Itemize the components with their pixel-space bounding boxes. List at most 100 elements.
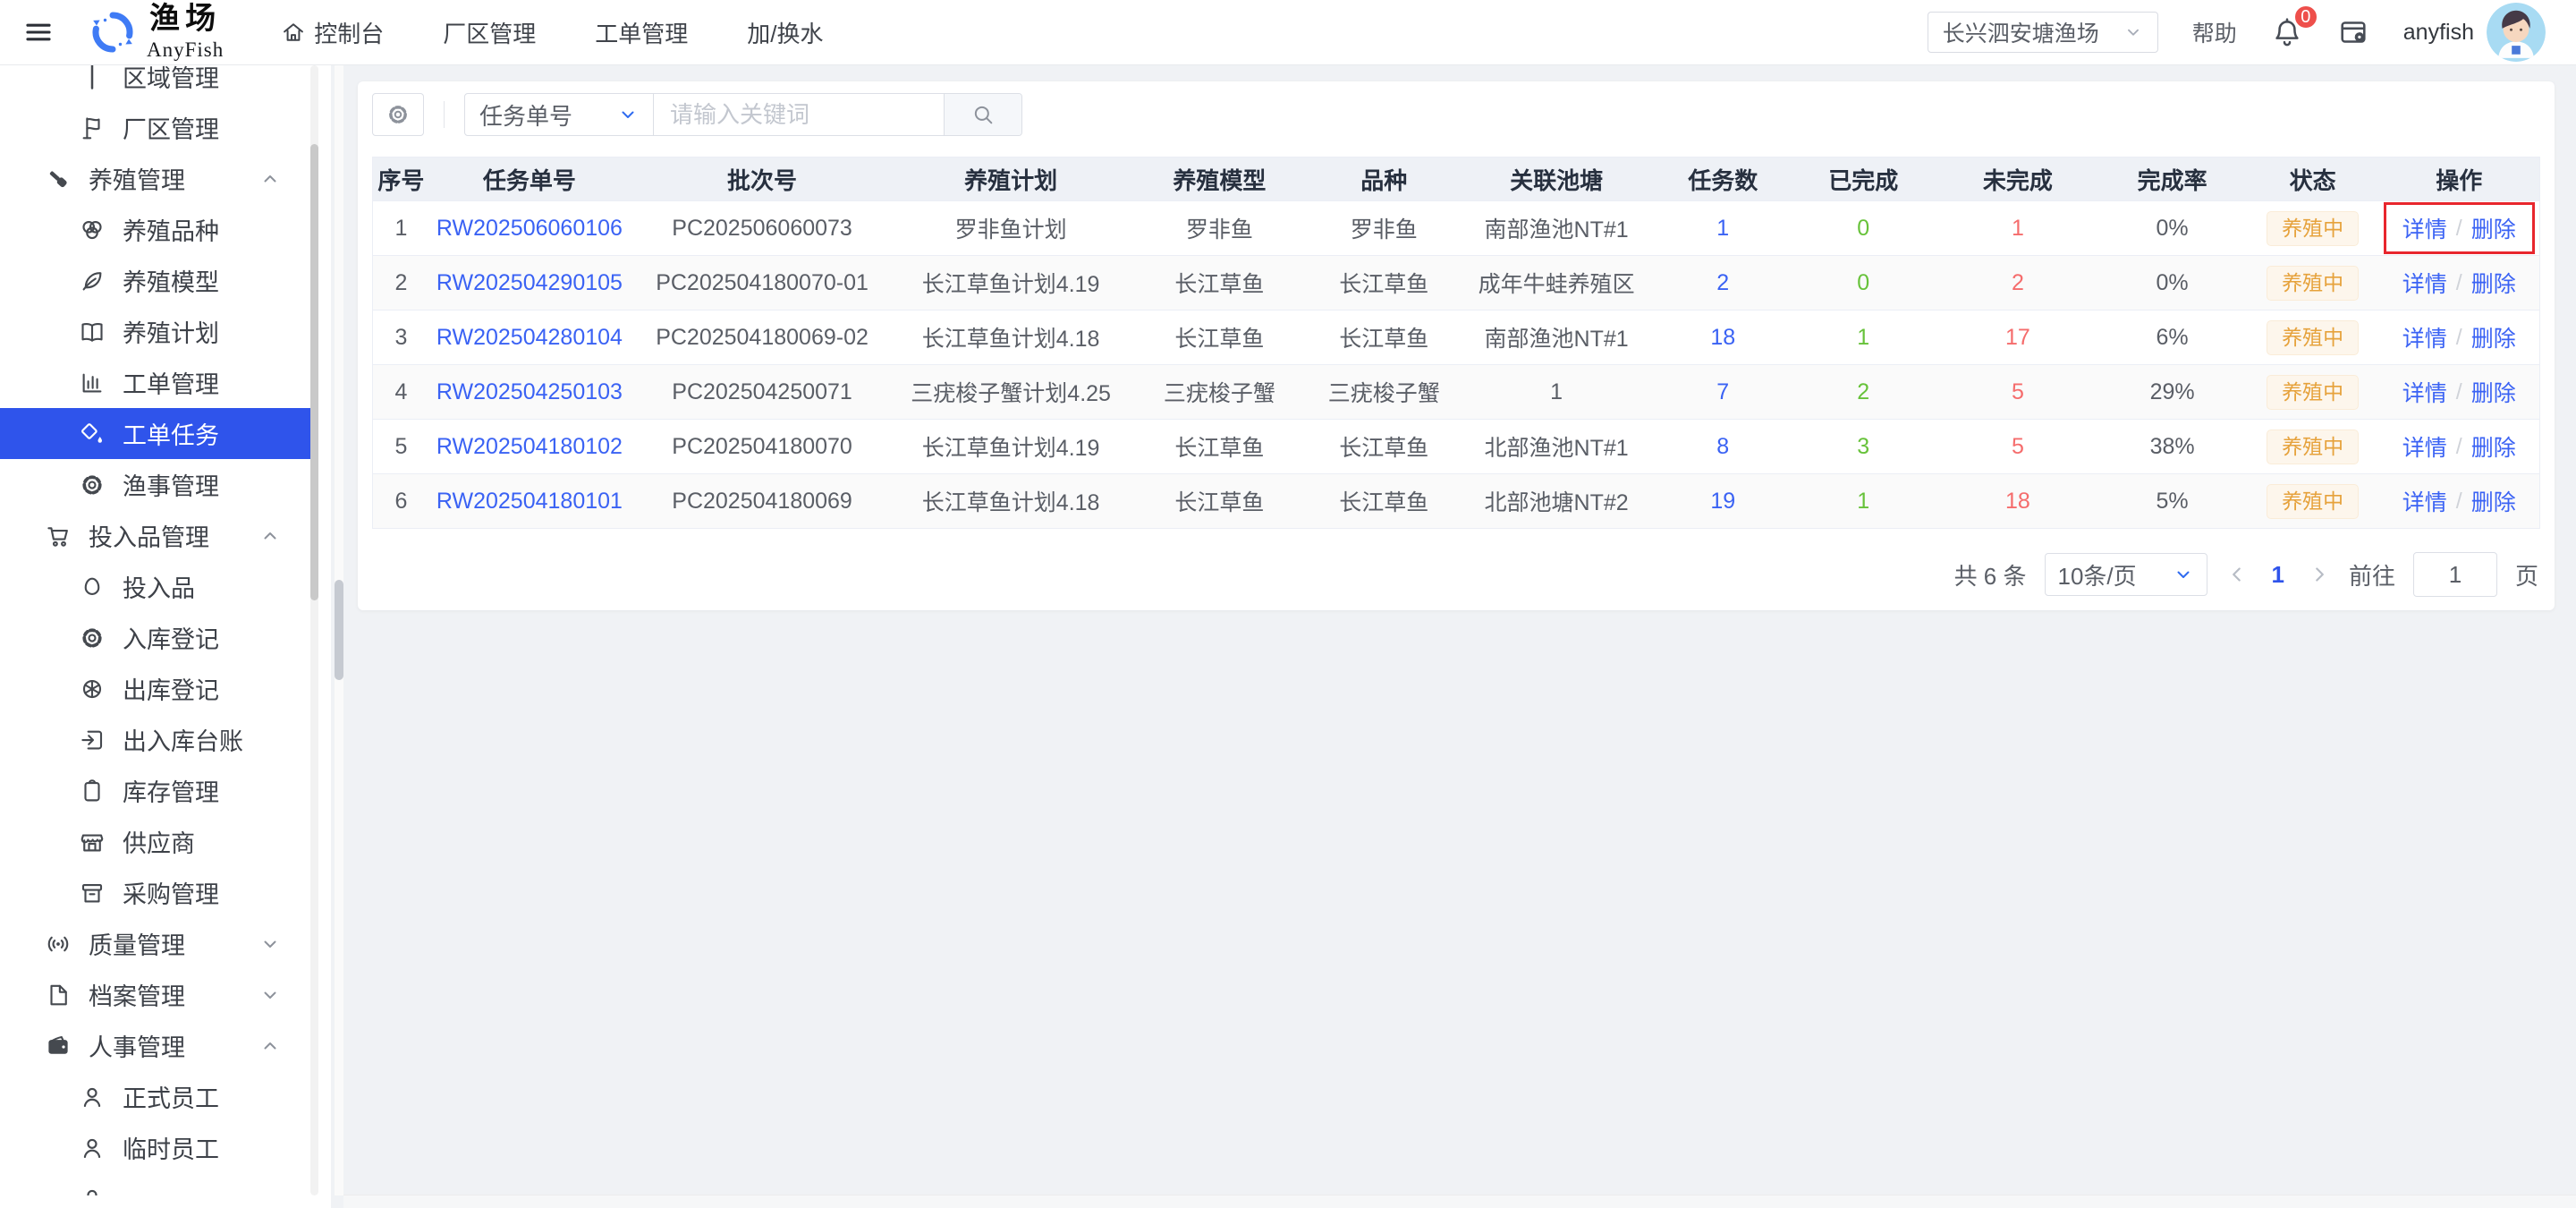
cell-completion-rate: 0% xyxy=(2156,269,2189,295)
sidebar-item-inputs-group[interactable]: 投入品管理 xyxy=(0,510,311,561)
page-scrollbar-thumb[interactable] xyxy=(335,580,343,680)
search-field-select[interactable]: 任务单号 xyxy=(465,94,654,135)
sidebar-item-factory[interactable]: 厂区管理 xyxy=(0,102,311,153)
menu-toggle-icon[interactable] xyxy=(23,17,54,47)
delete-link[interactable]: 删除 xyxy=(2470,436,2516,461)
sidebar-item-inbound[interactable]: 入库登记 xyxy=(0,612,311,663)
nav-item-console[interactable]: 控制台 xyxy=(281,16,384,49)
cell-task-count[interactable]: 1 xyxy=(1716,215,1730,241)
sidebar-item-model[interactable]: 养殖模型 xyxy=(0,255,311,306)
sidebar-item-ledger[interactable]: 出入库台账 xyxy=(0,714,311,765)
cell-batch-no: PC202504180070-01 xyxy=(656,269,869,295)
prev-page-button[interactable] xyxy=(2225,563,2249,586)
detail-link[interactable]: 详情 xyxy=(2402,272,2447,297)
cell-task-no[interactable]: RW202504180101 xyxy=(436,488,623,514)
sidebar-item-label: 库存管理 xyxy=(123,779,219,806)
sidebar-item-purchase[interactable]: 采购管理 xyxy=(0,867,311,918)
workspace-settings-button[interactable] xyxy=(2337,16,2369,48)
detail-link[interactable]: 详情 xyxy=(2402,436,2447,461)
cell-index: 6 xyxy=(394,488,408,514)
page-unit-label: 页 xyxy=(2514,562,2538,590)
sidebar-item-temp-staff[interactable]: 临时员工 xyxy=(0,1122,311,1173)
cell-index: 3 xyxy=(394,324,408,350)
sidebar-item-staff[interactable]: 正式员工 xyxy=(0,1071,311,1122)
table-row[interactable]: 3 RW202504280104 PC202504180069-02 长江草鱼计… xyxy=(373,311,2539,365)
sidebar-item-fishery[interactable]: 渔事管理 xyxy=(0,459,311,510)
cell-task-count[interactable]: 7 xyxy=(1716,379,1730,404)
sidebar-scrollbar-thumb[interactable] xyxy=(310,144,318,600)
detail-link[interactable]: 详情 xyxy=(2402,381,2447,406)
farm-selector[interactable]: 长兴泗安塘渔场 xyxy=(1927,12,2158,53)
sidebar-item-workorder[interactable]: 工单管理 xyxy=(0,357,311,408)
cell-task-no[interactable]: RW202504290105 xyxy=(436,269,623,295)
cell-task-count[interactable]: 2 xyxy=(1716,269,1730,295)
horizontal-scrollbar-track[interactable] xyxy=(343,1195,2576,1208)
cell-batch-no: PC202504180069 xyxy=(672,488,852,514)
cell-task-no[interactable]: RW202504250103 xyxy=(436,379,623,404)
search-input[interactable] xyxy=(654,94,944,135)
sidebar-item-inventory[interactable]: 库存管理 xyxy=(0,765,311,816)
delete-link[interactable]: 删除 xyxy=(2470,327,2516,352)
cell-done-count: 0 xyxy=(1857,269,1870,295)
detail-link[interactable]: 详情 xyxy=(2402,327,2447,352)
delete-link[interactable]: 删除 xyxy=(2470,381,2516,406)
cell-task-count[interactable]: 18 xyxy=(1710,324,1736,350)
detail-link[interactable]: 详情 xyxy=(2402,490,2447,515)
nav-item-factory[interactable]: 厂区管理 xyxy=(443,16,536,49)
delete-link[interactable]: 删除 xyxy=(2470,490,2516,515)
table-row[interactable]: 6 RW202504180101 PC202504180069 长江草鱼计划4.… xyxy=(373,474,2539,529)
search-button[interactable] xyxy=(944,94,1021,135)
cell-batch-no: PC202504250071 xyxy=(672,379,852,404)
cell-batch-no: PC202504180070 xyxy=(672,433,852,459)
table-row[interactable]: 1 RW202506060106 PC202506060073 罗非鱼计划 罗非… xyxy=(373,201,2539,256)
sidebar-item-clipped[interactable] xyxy=(0,1173,311,1195)
panel-gear-icon xyxy=(2337,16,2369,48)
table-row[interactable]: 2 RW202504290105 PC202504180070-01 长江草鱼计… xyxy=(373,256,2539,311)
detail-link[interactable]: 详情 xyxy=(2402,217,2447,242)
nav-item-water[interactable]: 加/换水 xyxy=(747,16,823,49)
sidebar-item-breeding[interactable]: 养殖管理 xyxy=(0,153,311,204)
table-row[interactable]: 5 RW202504180102 PC202504180070 长江草鱼计划4.… xyxy=(373,420,2539,474)
cell-completion-rate: 6% xyxy=(2156,324,2189,350)
sidebar-item-supplier[interactable]: 供应商 xyxy=(0,816,311,867)
cell-task-no[interactable]: RW202506060106 xyxy=(436,215,623,241)
goto-page-input[interactable] xyxy=(2412,552,2497,597)
sidebar-item-quality[interactable]: 质量管理 xyxy=(0,918,311,969)
sidebar-item-plan[interactable]: 养殖计划 xyxy=(0,306,311,357)
cell-task-count[interactable]: 8 xyxy=(1716,433,1730,459)
table-body: 1 RW202506060106 PC202506060073 罗非鱼计划 罗非… xyxy=(373,201,2539,529)
sidebar-item-inputs[interactable]: 投入品 xyxy=(0,561,311,612)
cell-task-no[interactable]: RW202504280104 xyxy=(436,324,623,350)
user-menu[interactable]: anyfish xyxy=(2403,3,2546,62)
sidebar-item-task[interactable]: 工单任务 xyxy=(0,408,311,459)
help-link[interactable]: 帮助 xyxy=(2191,21,2237,47)
sidebar-scrollbar-track[interactable] xyxy=(310,65,318,1195)
sidebar-item-archives[interactable]: 档案管理 xyxy=(0,969,311,1020)
page-scrollbar-track[interactable] xyxy=(335,65,343,1195)
cell-task-count[interactable]: 19 xyxy=(1710,488,1736,514)
delete-link[interactable]: 删除 xyxy=(2470,272,2516,297)
page-size-select[interactable]: 10条/页 xyxy=(2044,553,2207,596)
current-page[interactable]: 1 xyxy=(2271,560,2284,588)
nav-item-workorder[interactable]: 工单管理 xyxy=(595,16,688,49)
app-brand[interactable]: 渔场 AnyFish xyxy=(91,4,224,60)
row-actions: 详情 / 删除 xyxy=(2402,430,2516,463)
table-row[interactable]: 4 RW202504250103 PC202504250071 三疣梭子蟹计划4… xyxy=(373,365,2539,420)
sidebar-item-hr[interactable]: 人事管理 xyxy=(0,1020,311,1071)
cell-plan: 长江草鱼计划4.18 xyxy=(921,327,1100,352)
chevron-up-icon xyxy=(259,168,281,190)
sidebar-item-area[interactable]: 区域管理 xyxy=(0,65,311,102)
sidebar-item-label: 养殖管理 xyxy=(89,167,185,194)
next-page-button[interactable] xyxy=(2308,563,2331,586)
cell-completion-rate: 38% xyxy=(2149,433,2195,459)
sidebar-item-label: 采购管理 xyxy=(123,881,219,908)
cell-task-no[interactable]: RW202504180102 xyxy=(436,433,623,459)
login-icon xyxy=(79,727,106,753)
delete-link[interactable]: 删除 xyxy=(2470,217,2516,242)
column-settings-button[interactable] xyxy=(372,93,424,136)
sidebar-item-outbound[interactable]: 出库登记 xyxy=(0,663,311,714)
file-icon xyxy=(45,982,72,1008)
cell-pond: 南部渔池NT#1 xyxy=(1484,217,1629,242)
notifications-button[interactable]: 0 xyxy=(2271,4,2319,48)
sidebar-item-species[interactable]: 养殖品种 xyxy=(0,204,311,255)
